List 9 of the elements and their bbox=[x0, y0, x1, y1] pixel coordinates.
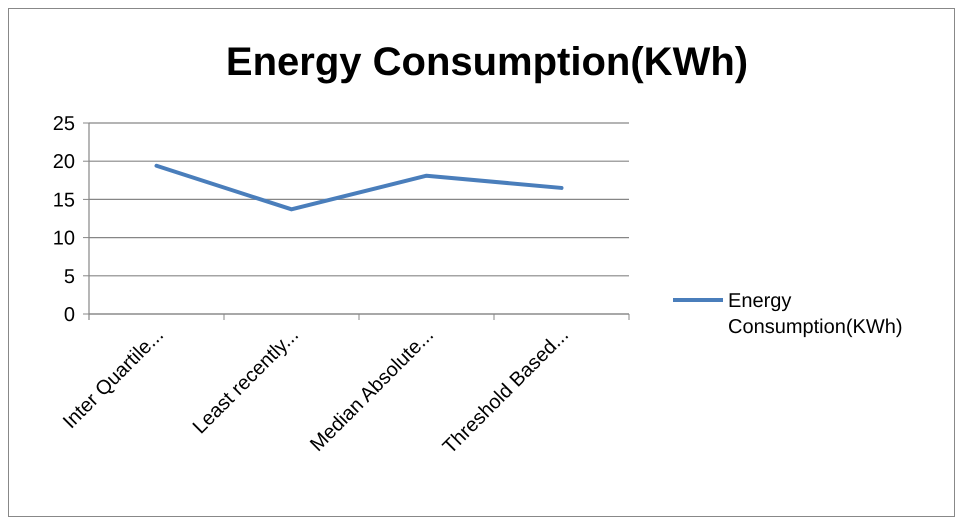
y-tick-label: 20 bbox=[52, 151, 75, 174]
legend-label: Energy Consumption(KWh) bbox=[728, 290, 903, 338]
y-tick-label: 5 bbox=[64, 266, 75, 288]
y-tick-label: 15 bbox=[52, 189, 75, 212]
y-tick-label: 10 bbox=[52, 228, 75, 250]
line-series bbox=[154, 164, 564, 212]
chart-title: Energy Consumption(KWh) bbox=[226, 40, 748, 84]
y-tick-label: 25 bbox=[52, 113, 75, 135]
y-tick-label: 0 bbox=[64, 304, 75, 326]
